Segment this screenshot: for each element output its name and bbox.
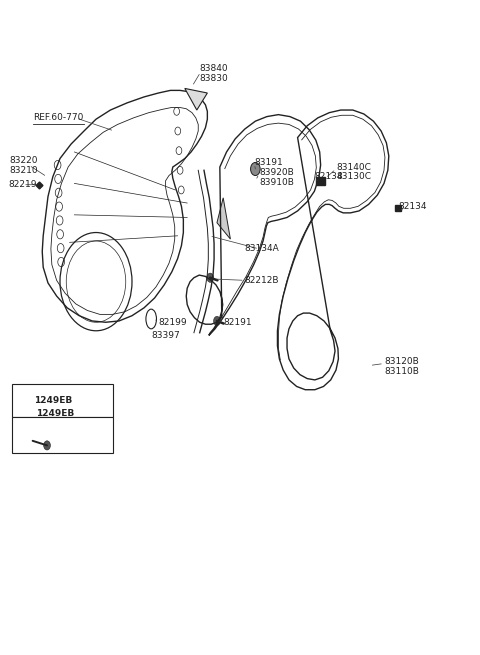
Circle shape — [44, 441, 50, 450]
Circle shape — [251, 162, 260, 176]
Text: 82212B: 82212B — [245, 276, 279, 285]
Text: 83191: 83191 — [254, 158, 283, 167]
Text: 82191: 82191 — [223, 318, 252, 327]
Text: 82134: 82134 — [398, 202, 427, 211]
Text: 82219: 82219 — [9, 180, 37, 189]
Bar — [12, 417, 113, 453]
Text: 83210: 83210 — [10, 166, 38, 175]
Text: 82199: 82199 — [158, 318, 187, 327]
Text: 83920B: 83920B — [259, 168, 294, 177]
Text: 1249EB: 1249EB — [34, 396, 72, 405]
Circle shape — [214, 316, 220, 326]
Bar — [12, 384, 113, 417]
Text: 83910B: 83910B — [259, 178, 294, 187]
Circle shape — [207, 273, 214, 282]
Text: 83397: 83397 — [151, 331, 180, 340]
Text: 83134A: 83134A — [245, 244, 279, 253]
Text: 83840: 83840 — [199, 64, 228, 73]
Text: 83120B: 83120B — [384, 357, 419, 366]
Text: 83220: 83220 — [10, 156, 38, 165]
Text: 83130C: 83130C — [336, 172, 371, 181]
Text: 83110B: 83110B — [384, 367, 419, 376]
Text: 83830: 83830 — [199, 74, 228, 83]
Polygon shape — [217, 198, 230, 239]
Polygon shape — [316, 177, 325, 185]
Polygon shape — [185, 88, 207, 110]
Text: 1249EB: 1249EB — [36, 409, 74, 419]
Text: REF.60-770: REF.60-770 — [33, 113, 83, 122]
Text: 83140C: 83140C — [336, 162, 371, 172]
Text: 82134: 82134 — [314, 172, 343, 181]
